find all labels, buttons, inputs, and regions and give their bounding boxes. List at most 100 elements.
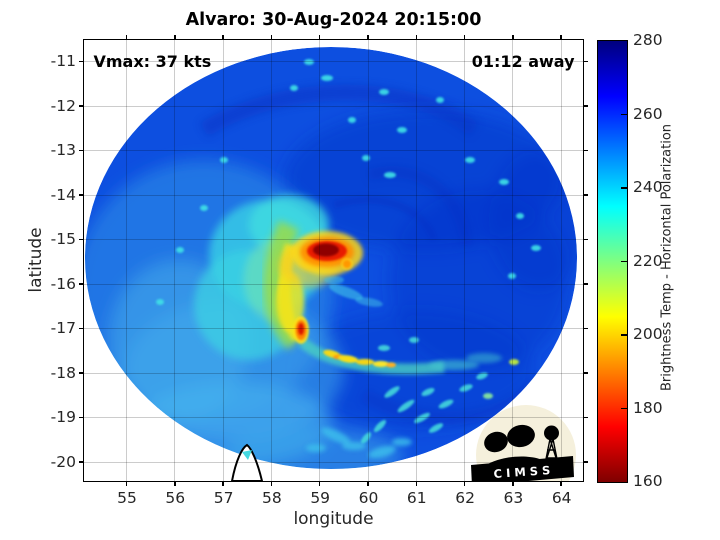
y-tick-mark [78,416,84,419]
x-tick-mark [270,480,273,486]
x-tick-label: 63 [503,489,524,507]
y-tick-mark [582,461,588,463]
x-tick-mark [125,480,128,486]
x-tick-mark [367,480,369,486]
y-tick-mark [78,327,84,330]
y-tick-label: -19 [50,408,76,426]
x-tick-label: 56 [165,489,186,507]
vmax-annotation: Vmax: 37 kts [93,51,212,71]
x-tick-label: 59 [310,489,331,507]
gridline [83,328,583,329]
x-tick-mark [415,34,418,40]
x-tick-mark [318,480,321,486]
colorbar-tick-label: 160 [633,472,663,490]
gridline [560,39,562,481]
colorbar-tick-mark [621,260,627,263]
y-tick-label: -11 [50,52,76,70]
y-tick-mark [78,283,84,285]
plot-area: C I M S S Vmax: 37 kts 01:12 away [78,34,588,486]
gridline [83,150,583,151]
x-tick-mark [174,480,176,486]
x-tick-label: 60 [358,489,379,507]
x-tick-label: 57 [213,489,234,507]
x-tick-mark [463,480,466,486]
x-tick-mark [270,34,273,40]
gridline [83,61,583,62]
x-tick-label: 58 [262,489,282,507]
x-tick-mark [222,480,224,486]
y-tick-label: -20 [50,452,76,471]
y-tick-mark [78,372,84,374]
y-tick-mark [582,283,588,285]
y-tick-mark [78,238,84,241]
y-axis-label: latitude [26,227,46,293]
y-tick-label: -15 [50,230,76,248]
x-tick-mark [560,480,562,486]
gridline [319,39,321,481]
colorbar-tick-mark [621,334,627,336]
x-tick-mark [560,34,562,40]
y-tick-mark [582,238,588,241]
cimss-logo: C I M S S [470,404,576,481]
colorbar-tick-mark [621,187,627,189]
y-tick-mark [582,194,588,196]
gridline [126,39,127,481]
y-tick-label: -12 [50,96,76,115]
colorbar-tick-mark [621,407,627,410]
colorbar-tick-label: 260 [633,104,663,123]
island-coastline [230,443,263,481]
gridline [270,39,272,481]
y-tick-label: -13 [50,141,76,159]
colorbar-tick-label: 280 [633,31,663,49]
y-tick-label: -14 [50,185,76,204]
gridline [222,39,224,481]
x-tick-mark [222,34,224,40]
gridline [83,194,583,196]
gridline [174,39,176,481]
colorbar [597,40,628,483]
eta-annotation: 01:12 away [471,51,575,71]
gridline [83,105,583,107]
y-tick-mark [78,149,84,152]
x-tick-mark [415,480,418,486]
y-tick-mark [78,105,84,107]
gridline [83,417,583,418]
x-tick-mark [463,34,466,40]
x-tick-label: 64 [551,489,572,507]
plot-title: Alvaro: 30-Aug-2024 20:15:00 [185,10,482,30]
y-tick-mark [78,194,84,196]
gridline [83,372,583,374]
x-tick-label: 62 [455,489,475,507]
x-tick-mark [174,34,176,40]
gridline [367,39,369,481]
gridline [464,39,466,481]
y-tick-mark [582,60,588,63]
y-tick-mark [582,105,588,107]
x-tick-label: 55 [117,489,137,507]
y-tick-label: -16 [50,274,76,293]
x-tick-mark [512,34,514,40]
y-tick-mark [582,372,588,374]
colorbar-tick-label: 200 [633,325,663,343]
x-tick-mark [367,34,369,40]
x-axis-label: longitude [293,509,374,529]
x-tick-label: 61 [406,489,427,507]
colorbar-label: Brightness Temp - Horizontal Polarizatio… [659,123,675,392]
y-tick-label: -17 [50,319,76,337]
gridline [83,239,583,240]
colorbar-tick-mark [621,113,627,116]
x-tick-mark [125,34,128,40]
gridline [512,39,514,481]
y-tick-mark [582,149,588,152]
y-tick-mark [78,461,84,463]
gridline [83,283,583,285]
y-tick-label: -18 [50,363,76,382]
x-tick-mark [512,480,514,486]
satellite-swath-image: C I M S S [84,46,577,481]
x-tick-mark [318,34,321,40]
colorbar-tick-label: 180 [633,398,663,417]
y-tick-mark [78,60,84,63]
swath-raster [84,46,577,469]
y-tick-mark [582,327,588,330]
